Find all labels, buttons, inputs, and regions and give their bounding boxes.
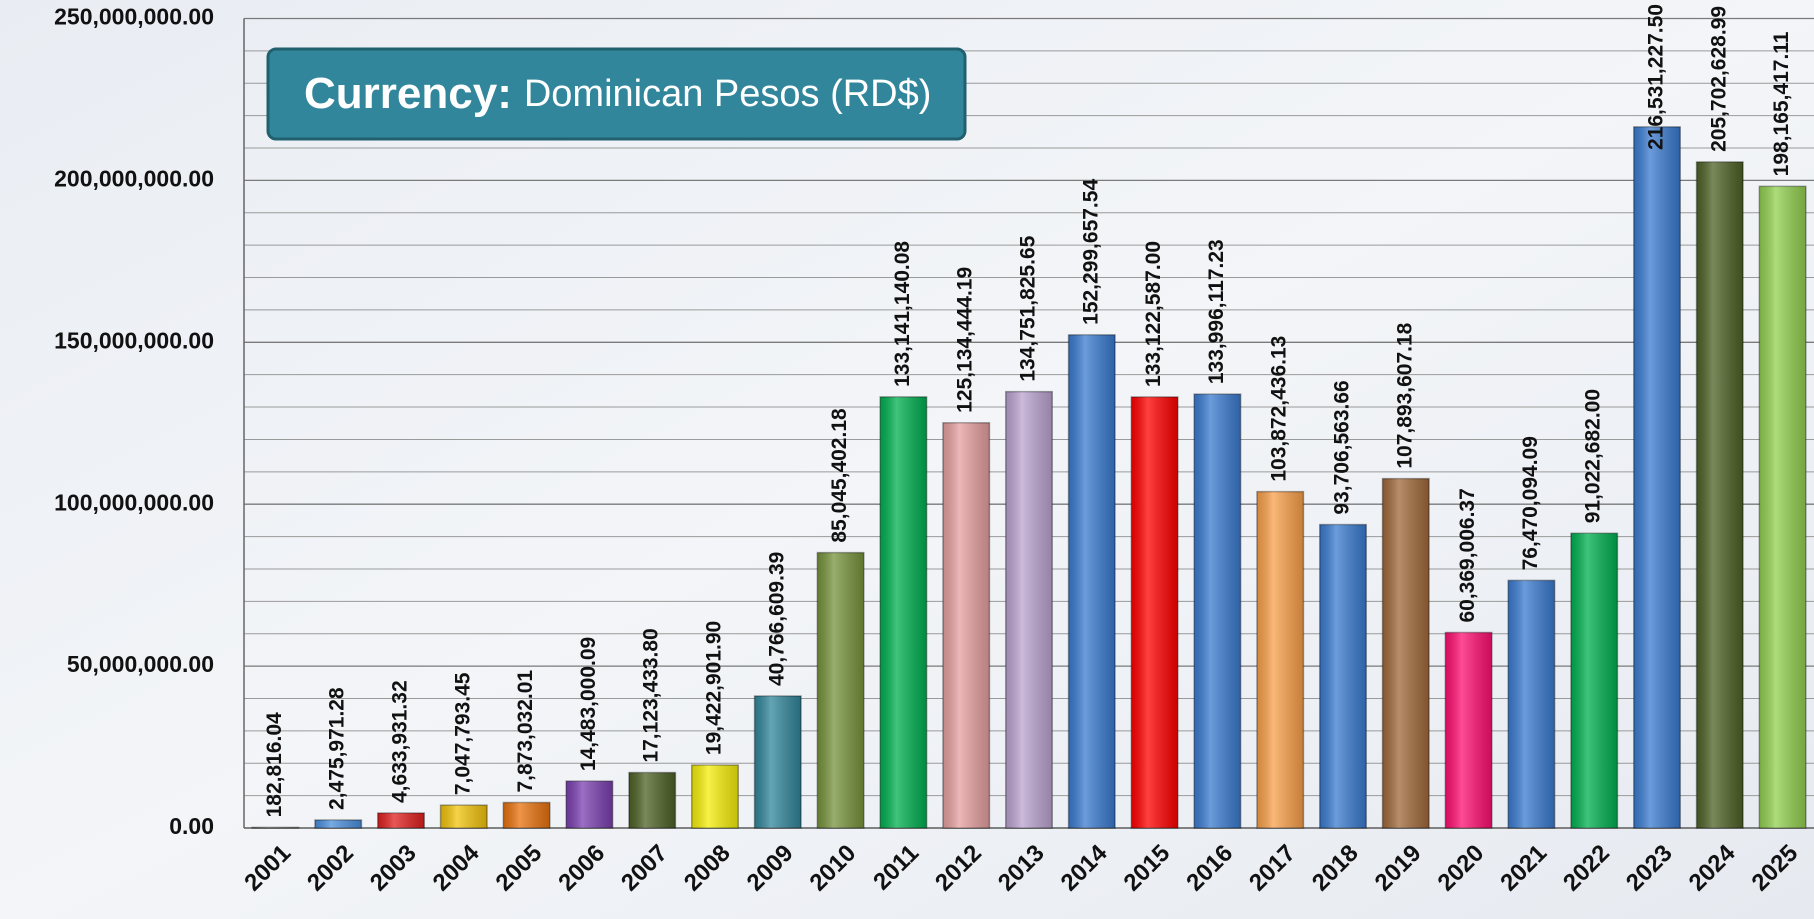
bar-shine (1696, 161, 1744, 829)
value-label: 19,422,901.90 (703, 621, 726, 755)
y-tick-label: 250,000,000.00 (54, 4, 214, 30)
y-tick-label: 0.00 (169, 813, 214, 839)
value-label: 103,872,436.13 (1268, 336, 1291, 482)
value-label: 107,893,607.18 (1393, 322, 1416, 468)
value-label: 60,369,006.37 (1456, 488, 1479, 622)
bar-shine (1382, 478, 1430, 828)
value-label: 216,531,227.50 (1645, 4, 1668, 150)
bar-shine (566, 781, 613, 828)
bar-shine (1194, 394, 1241, 828)
y-tick-label: 150,000,000.00 (54, 327, 214, 353)
annotation: Currency: Dominican Pesos (RD$) (266, 47, 967, 141)
value-label: 2,475,971.28 (326, 687, 349, 810)
bar-shine (440, 805, 488, 828)
bar-shine (1570, 533, 1618, 828)
value-label: 85,045,402.18 (828, 408, 851, 543)
value-label: 40,766,609.39 (765, 552, 788, 686)
bar-shine (377, 812, 425, 828)
bar-shine (1068, 334, 1116, 828)
value-label: 152,299,657.54 (1079, 179, 1102, 325)
value-label: 76,470,094.09 (1519, 436, 1542, 570)
value-label: 205,702,628.99 (1707, 6, 1730, 152)
bar-shine (1759, 186, 1806, 828)
value-label: 125,134,444.19 (954, 267, 977, 413)
value-label: 14,483,000.09 (577, 637, 600, 771)
value-label: 133,141,140.08 (891, 241, 914, 387)
value-label: 198,165,417.11 (1770, 31, 1793, 176)
annotation-text: Currency: Dominican Pesos (RD$) (304, 69, 931, 118)
annotation-box (266, 47, 967, 141)
bar-shine (503, 802, 550, 828)
bar-shine (1445, 632, 1492, 828)
bar-shine (817, 552, 864, 828)
bar-shine (1508, 580, 1555, 828)
bar-shine (942, 422, 990, 828)
bar-shine (252, 827, 299, 828)
y-tick-label: 100,000,000.00 (54, 489, 214, 515)
value-label: 133,996,117.23 (1205, 239, 1228, 384)
bar-shine (1131, 396, 1178, 828)
value-label: 93,706,563.66 (1331, 380, 1354, 514)
value-label: 7,873,032.01 (514, 670, 537, 793)
annotation-label: Currency: (304, 69, 512, 118)
value-label: 7,047,793.45 (451, 672, 474, 795)
bar-shine (1633, 126, 1681, 828)
y-tick-label: 50,000,000.00 (67, 651, 214, 677)
bar-shine (754, 695, 802, 828)
bar-shine (1005, 391, 1053, 828)
value-label: 182,816.04 (263, 712, 286, 817)
value-label: 91,022,682.00 (1582, 389, 1605, 523)
value-label: 17,123,433.80 (640, 628, 663, 762)
value-label: 134,751,825.65 (1017, 235, 1040, 381)
bar-shine (691, 765, 739, 828)
value-label: 133,122,587.00 (1142, 241, 1165, 387)
bar-shine (880, 396, 927, 828)
value-label: 4,633,931.32 (389, 680, 412, 803)
bar-shine (1319, 524, 1367, 828)
bar-shine (1256, 491, 1304, 828)
bar-shine (314, 819, 362, 828)
y-tick-label: 200,000,000.00 (54, 165, 214, 191)
annotation-value: Dominican Pesos (RD$) (524, 73, 932, 115)
bar-shine (628, 772, 676, 828)
bars (251, 126, 1807, 829)
